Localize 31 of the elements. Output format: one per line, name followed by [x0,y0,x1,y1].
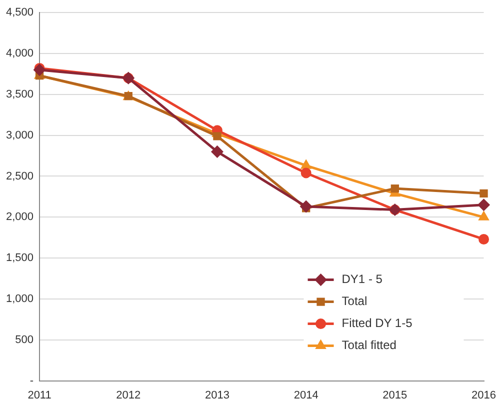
legend-label: DY1 - 5 [342,272,383,286]
y-tick-label: 1,500 [6,252,34,264]
y-tick-label: 2,500 [6,170,34,182]
point [300,200,312,212]
y-tick-label: 3,000 [6,129,34,142]
legend-label: Total fitted [342,338,396,352]
x-tick-label: 2016 [472,389,496,402]
point [390,184,399,193]
point [479,212,488,220]
y-tick-label: - [30,374,34,387]
y-tick-label: 3,500 [6,88,34,100]
y-tick-label: 500 [15,334,34,346]
y-tick-label: 2,000 [6,211,34,224]
point [34,64,46,76]
point [478,199,490,211]
x-tick-label: 2015 [382,389,408,402]
x-tick-label: 2014 [294,389,318,402]
point [301,160,311,169]
y-tick-label: 4,000 [6,48,34,60]
legend-label: Fitted DY 1-5 [342,316,413,330]
point [480,189,488,198]
x-tick-label: 2011 [28,389,52,402]
point [300,168,312,178]
y-tick-label: 1,000 [6,293,34,306]
x-tick-label: 2013 [204,389,230,402]
point [211,146,223,158]
point [213,132,222,140]
legend-label: Total [342,294,368,308]
y-tick-label: 4,500 [6,6,34,19]
point [478,234,490,244]
x-tick-label: 2012 [116,389,141,402]
